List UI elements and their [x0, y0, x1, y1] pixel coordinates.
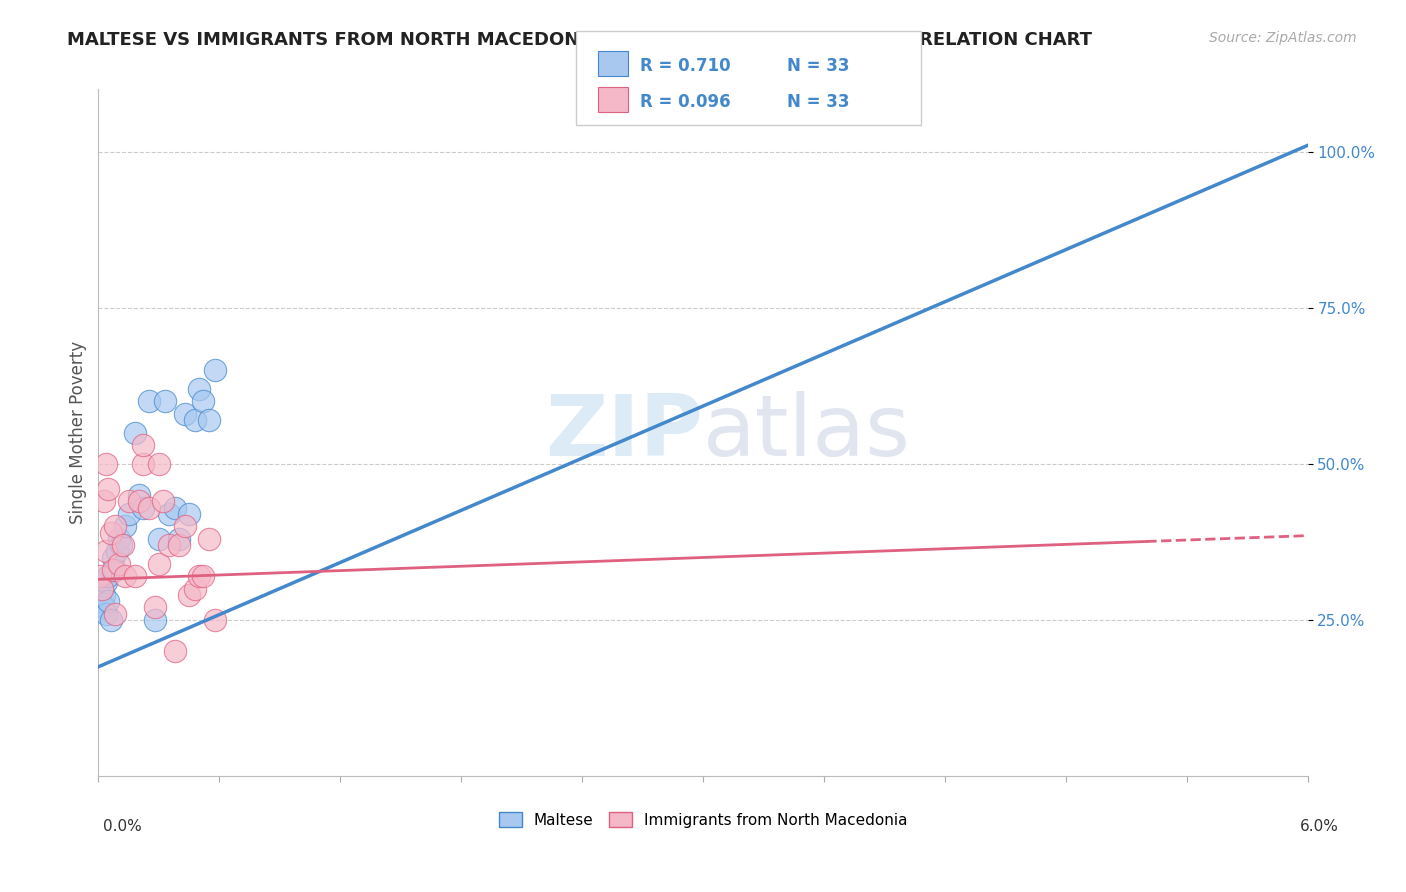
Point [100, 525, 122, 540]
Point [198, 532, 221, 546]
Point [174, 407, 197, 421]
Point [188, 569, 211, 583]
Point [103, 519, 125, 533]
Point [174, 519, 197, 533]
Text: ZIP: ZIP [546, 391, 703, 475]
Point [107, 532, 129, 546]
Point [152, 494, 174, 508]
Point [163, 500, 186, 515]
Text: atlas: atlas [703, 391, 911, 475]
Point [101, 550, 124, 565]
Point [91, 582, 114, 596]
Point [198, 413, 221, 427]
Point [148, 557, 170, 571]
Point [179, 588, 201, 602]
Point [111, 538, 134, 552]
Point [97, 569, 120, 583]
Point [148, 457, 170, 471]
Point [128, 488, 150, 502]
Point [204, 363, 226, 377]
Point [132, 438, 155, 452]
Text: N = 33: N = 33 [787, 57, 849, 75]
Text: R = 0.710: R = 0.710 [640, 57, 730, 75]
Point [138, 394, 160, 409]
Point [96, 544, 118, 558]
Text: 0.0%: 0.0% [103, 820, 142, 834]
Point [188, 382, 211, 396]
Point [184, 413, 207, 427]
Point [97, 594, 120, 608]
Point [118, 494, 141, 508]
Point [96, 457, 118, 471]
Point [96, 607, 118, 621]
Point [138, 500, 160, 515]
Text: 6.0%: 6.0% [1299, 820, 1339, 834]
Legend: Maltese, Immigrants from North Macedonia: Maltese, Immigrants from North Macedonia [492, 805, 914, 834]
Text: MALTESE VS IMMIGRANTS FROM NORTH MACEDONIA SINGLE MOTHER POVERTY CORRELATION CHA: MALTESE VS IMMIGRANTS FROM NORTH MACEDON… [67, 31, 1092, 49]
Point [124, 425, 146, 440]
Point [193, 394, 215, 409]
Point [204, 613, 226, 627]
Point [105, 544, 128, 558]
Point [128, 494, 150, 508]
Point [93, 588, 115, 602]
Point [153, 394, 176, 409]
Point [107, 557, 129, 571]
Point [132, 457, 155, 471]
Point [114, 519, 136, 533]
Point [179, 507, 201, 521]
Point [114, 569, 136, 583]
Point [103, 607, 125, 621]
Point [124, 569, 146, 583]
Point [143, 600, 166, 615]
Point [97, 482, 120, 496]
Point [167, 538, 190, 552]
Point [96, 575, 118, 590]
Y-axis label: Single Mother Poverty: Single Mother Poverty [69, 341, 87, 524]
Point [132, 500, 155, 515]
Point [93, 494, 115, 508]
Point [89, 569, 111, 583]
Point [193, 569, 215, 583]
Point [148, 532, 170, 546]
Text: N = 33: N = 33 [787, 93, 849, 111]
Point [100, 613, 122, 627]
Point [91, 582, 114, 596]
Point [143, 613, 166, 627]
Point [184, 582, 207, 596]
Point [110, 538, 132, 552]
Point [118, 507, 141, 521]
Point [89, 594, 111, 608]
Point [103, 563, 125, 577]
Point [101, 563, 124, 577]
Text: R = 0.096: R = 0.096 [640, 93, 730, 111]
Point [93, 600, 115, 615]
Point [167, 532, 190, 546]
Point [163, 644, 186, 658]
Point [157, 507, 180, 521]
Point [157, 538, 180, 552]
Text: Source: ZipAtlas.com: Source: ZipAtlas.com [1209, 31, 1357, 45]
